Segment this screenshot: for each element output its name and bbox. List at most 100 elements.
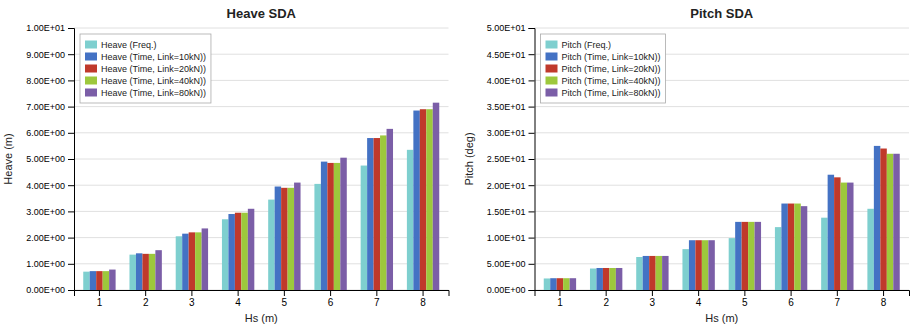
bar <box>570 278 576 290</box>
tick-mark <box>423 290 424 296</box>
bar <box>616 268 622 290</box>
tick-mark <box>68 54 74 55</box>
grid-line <box>535 159 910 160</box>
bar <box>294 183 300 290</box>
tick-mark <box>529 264 535 265</box>
bar-series <box>544 209 874 290</box>
tick: 5.00E+01 <box>487 23 535 33</box>
bar-series <box>557 149 887 290</box>
bar <box>544 278 550 290</box>
tick-mark <box>145 290 146 296</box>
tick-label: 5 <box>282 297 288 308</box>
tick-mark <box>791 290 792 296</box>
tick-mark <box>529 238 535 239</box>
grid <box>535 28 910 290</box>
tick-label: 4 <box>235 297 241 308</box>
bar <box>828 175 834 290</box>
tick-mark <box>698 290 699 296</box>
tick-label: 6 <box>328 297 334 308</box>
tick-mark <box>68 264 74 265</box>
bar <box>735 222 741 290</box>
grid-line <box>535 132 910 133</box>
grid-line <box>535 106 910 107</box>
tick-label: 4.00E+01 <box>487 76 526 86</box>
tick-mark <box>529 54 535 55</box>
tick-label: 4.50E+01 <box>487 50 526 60</box>
tick: 2 <box>143 290 149 308</box>
tick-label: 7 <box>374 297 380 308</box>
legend-swatch <box>546 89 558 97</box>
tick: 1.00E+00 <box>26 259 74 269</box>
tick-mark <box>606 290 607 296</box>
legend-label: Heave (Time, Link=20kN)) <box>101 64 206 74</box>
bar <box>643 256 649 290</box>
axis-line <box>75 291 450 297</box>
legend-swatch <box>85 53 97 61</box>
tick-label: 5.00E+00 <box>487 259 526 269</box>
tick-mark <box>68 185 74 186</box>
bar <box>407 150 413 290</box>
bar <box>268 200 274 290</box>
tick-mark <box>529 211 535 212</box>
tick-mark <box>744 290 745 296</box>
legend-frame <box>80 34 211 103</box>
x-axis-title: Hs (m) <box>245 312 278 324</box>
grid-line <box>74 106 449 107</box>
bar <box>288 188 294 290</box>
tick: 1.00E+01 <box>26 23 74 33</box>
tick-mark <box>284 290 285 296</box>
bar <box>380 135 386 290</box>
tick: 3.00E+01 <box>487 128 535 138</box>
bar <box>801 206 807 290</box>
panel: 0.00E+001.00E+002.00E+003.00E+004.00E+00… <box>2 6 449 324</box>
tick-label: 5.00E+00 <box>26 154 65 164</box>
tick-mark <box>529 133 535 134</box>
legend-label: Pitch (Time, Link=20kN)) <box>562 64 661 74</box>
tick-mark <box>68 80 74 81</box>
bar-series <box>550 146 880 290</box>
tick: 4.00E+01 <box>487 76 535 86</box>
tick: 5.00E+00 <box>487 259 535 269</box>
bar <box>241 213 247 290</box>
bar <box>413 111 419 290</box>
bar <box>83 272 89 290</box>
tick-label: 7 <box>835 297 841 308</box>
bar <box>327 163 333 290</box>
legend-swatch <box>85 77 97 85</box>
x-axis-title: Hs (m) <box>705 312 738 324</box>
bar <box>649 256 655 290</box>
tick-mark <box>68 107 74 108</box>
legend-swatch <box>85 65 97 73</box>
tick-label: 8 <box>881 297 887 308</box>
legend-swatch <box>85 89 97 97</box>
legend-label: Heave (Time, Link=80kN)) <box>101 88 206 98</box>
tick-mark <box>529 185 535 186</box>
bar <box>340 158 346 290</box>
bar <box>841 183 847 290</box>
tick-label: 6 <box>788 297 794 308</box>
bar-series <box>90 111 420 290</box>
tick: 5 <box>282 290 288 308</box>
bar <box>887 154 893 290</box>
legend-label: Pitch (Time, Link=10kN)) <box>562 52 661 62</box>
bars <box>544 146 900 290</box>
tick-mark <box>191 290 192 296</box>
tick-label: 7.00E+00 <box>26 102 65 112</box>
bar-series <box>103 109 433 290</box>
tick: 7.00E+00 <box>26 102 74 112</box>
tick: 3.50E+01 <box>487 102 535 112</box>
bar <box>248 209 254 290</box>
bar <box>281 188 287 290</box>
tick: 8.00E+00 <box>26 76 74 86</box>
tick-mark <box>529 28 535 29</box>
tick-mark <box>376 290 377 296</box>
legend-swatch <box>546 65 558 73</box>
bar <box>880 149 886 290</box>
y-axis: 0.00E+001.00E+002.00E+003.00E+004.00E+00… <box>26 23 74 295</box>
bar <box>755 222 761 290</box>
legend-item: Heave (Time, Link=80kN)) <box>85 88 206 98</box>
tick-label: 0.00E+00 <box>487 285 526 295</box>
bar <box>361 166 367 290</box>
tick-label: 3 <box>650 297 656 308</box>
tick-label: 2.00E+01 <box>487 181 526 191</box>
